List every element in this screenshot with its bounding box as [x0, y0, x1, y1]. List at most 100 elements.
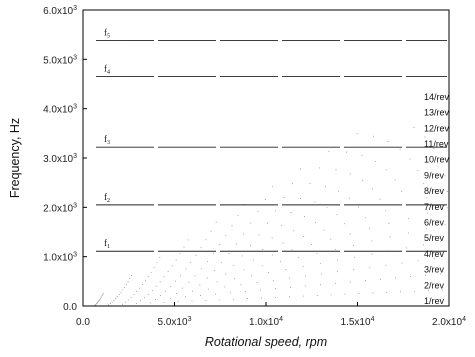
order-point: [120, 291, 122, 293]
order-point: [349, 233, 351, 235]
order-point: [298, 257, 300, 259]
order-point: [349, 281, 351, 283]
order-point: [170, 285, 172, 287]
order-point: [243, 269, 245, 271]
order-point: [184, 296, 186, 298]
order-point: [143, 297, 145, 299]
y-tick-label: 5.0x103: [43, 54, 77, 66]
order-point: [94, 304, 96, 306]
natural-frequency-lines: f1 f2 f3 f4 f5: [96, 28, 447, 252]
order-point: [261, 265, 263, 267]
order-point: [423, 244, 424, 246]
order-point: [199, 284, 201, 286]
engine-order-labels: 1/rev 2/rev 3/rev 4/rev 5/rev 6/rev 7/rev 8/rev…: [424, 92, 450, 306]
order-point: [300, 168, 302, 170]
order-point: [136, 291, 138, 292]
order-point: [116, 296, 118, 298]
order-point: [124, 286, 125, 288]
x-tick-label: 2.0x104: [432, 316, 466, 328]
order-point: [200, 247, 202, 249]
order-point: [319, 167, 320, 169]
order-point: [221, 261, 223, 263]
order-point: [264, 199, 266, 200]
order-point: [385, 169, 387, 171]
order-point: [124, 301, 126, 303]
order-point: [330, 294, 332, 296]
order-point: [179, 253, 181, 255]
order-point: [229, 292, 231, 294]
order-point: [354, 256, 356, 258]
order-point: [195, 254, 197, 256]
x-tick-label: 0.0: [76, 317, 90, 328]
plot-frame: [82, 9, 450, 307]
order-point: [213, 252, 214, 254]
order-point: [290, 212, 292, 213]
order-point: [147, 293, 149, 295]
order-point: [319, 284, 321, 286]
order-point: [334, 248, 336, 250]
order-point: [323, 229, 325, 231]
order-point: [353, 244, 355, 246]
order-point: [147, 276, 149, 278]
order-point: [272, 186, 274, 188]
order-point: [205, 239, 207, 241]
order-point: [122, 289, 124, 291]
order-point: [185, 268, 187, 270]
y-axis-ticks: 0.0 1.0x103 2.0x103 3.0x103 4.0x103 5.0x103 6.…: [43, 5, 87, 313]
order-point: [100, 297, 102, 299]
order-point: [372, 292, 374, 294]
y-axis-title: Frequency, Hz: [8, 118, 22, 198]
order-point: [97, 301, 99, 303]
order-point: [371, 188, 373, 190]
order-point: [346, 151, 347, 153]
order-point: [379, 278, 381, 280]
order-point: [440, 161, 441, 162]
order-point: [379, 198, 381, 200]
order-point: [122, 303, 123, 305]
order-point: [102, 293, 104, 295]
order-point: [433, 147, 435, 149]
order-point: [293, 229, 295, 231]
engine-order-label: 12/rev: [424, 123, 450, 133]
order-point: [95, 303, 97, 305]
x-axis-ticks: 0.0 5.0x103 1.0x104 1.5x104 2.0x104: [76, 302, 466, 328]
natural-frequency-label: f3: [104, 134, 110, 146]
order-point: [386, 291, 388, 293]
order-point: [356, 133, 358, 135]
engine-order-label: 4/rev: [424, 249, 445, 259]
order-point: [214, 293, 216, 295]
order-point: [440, 273, 441, 275]
order-point: [135, 303, 137, 305]
y-tick-label: 6.0x103: [43, 5, 77, 17]
order-point: [262, 249, 264, 250]
order-point: [275, 210, 277, 212]
engine-order-label: 14/rev: [424, 92, 450, 102]
order-point: [408, 232, 409, 234]
order-point: [163, 301, 165, 303]
order-point: [385, 210, 387, 212]
order-point: [182, 287, 184, 289]
order-point: [219, 299, 221, 301]
order-point: [159, 257, 161, 259]
order-point: [115, 298, 117, 300]
order-point: [316, 295, 318, 296]
order-point: [401, 262, 403, 264]
order-point: [314, 201, 316, 203]
order-point: [257, 211, 259, 213]
order-point: [399, 148, 401, 150]
order-point: [233, 298, 235, 300]
order-point: [213, 270, 215, 272]
order-line-points: [94, 127, 448, 306]
order-point: [441, 289, 443, 291]
order-point: [142, 284, 144, 286]
engine-order-label: 8/rev: [424, 186, 445, 196]
order-point: [131, 274, 133, 276]
order-point: [334, 282, 336, 284]
order-point: [316, 252, 318, 254]
order-point: [326, 206, 328, 208]
order-point: [426, 228, 428, 230]
order-point: [440, 241, 442, 243]
order-point: [125, 284, 127, 286]
order-point: [133, 294, 135, 296]
order-point: [118, 294, 120, 296]
